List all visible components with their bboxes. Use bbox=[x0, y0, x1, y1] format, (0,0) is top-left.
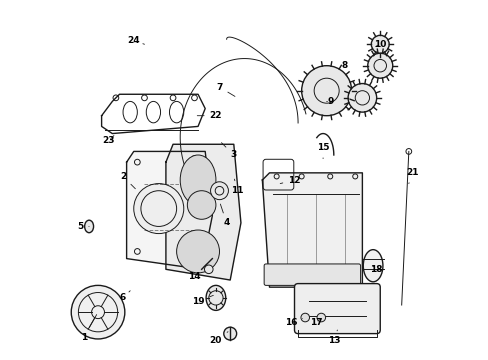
Text: 18: 18 bbox=[370, 265, 382, 274]
Text: 13: 13 bbox=[327, 330, 339, 345]
Circle shape bbox=[134, 184, 183, 234]
Circle shape bbox=[370, 35, 388, 53]
Polygon shape bbox=[262, 173, 362, 287]
Text: 23: 23 bbox=[102, 135, 115, 145]
Text: 20: 20 bbox=[209, 332, 227, 345]
Text: 15: 15 bbox=[316, 143, 328, 158]
Text: 16: 16 bbox=[284, 318, 302, 327]
Circle shape bbox=[210, 182, 228, 200]
Text: 10: 10 bbox=[373, 40, 386, 49]
FancyBboxPatch shape bbox=[294, 284, 380, 334]
Text: 1: 1 bbox=[81, 315, 97, 342]
Ellipse shape bbox=[84, 220, 93, 233]
Circle shape bbox=[301, 66, 351, 116]
Circle shape bbox=[176, 230, 219, 273]
Text: 12: 12 bbox=[280, 176, 300, 185]
Circle shape bbox=[316, 313, 325, 322]
Text: 5: 5 bbox=[77, 222, 89, 231]
Text: 19: 19 bbox=[191, 295, 213, 306]
Ellipse shape bbox=[180, 155, 216, 205]
Text: 9: 9 bbox=[326, 97, 333, 106]
Text: 4: 4 bbox=[220, 204, 229, 228]
Text: 7: 7 bbox=[216, 83, 235, 96]
Ellipse shape bbox=[363, 249, 382, 282]
Text: 3: 3 bbox=[221, 143, 236, 159]
Text: 8: 8 bbox=[341, 61, 347, 77]
Circle shape bbox=[367, 53, 392, 78]
Circle shape bbox=[300, 313, 309, 322]
Text: 2: 2 bbox=[120, 172, 135, 189]
Text: 11: 11 bbox=[231, 179, 243, 195]
FancyBboxPatch shape bbox=[264, 264, 360, 285]
Text: 6: 6 bbox=[120, 291, 130, 302]
Text: 24: 24 bbox=[127, 36, 144, 45]
Text: 22: 22 bbox=[197, 111, 222, 120]
Circle shape bbox=[224, 327, 236, 340]
Circle shape bbox=[347, 84, 376, 112]
Polygon shape bbox=[126, 152, 212, 269]
Ellipse shape bbox=[205, 285, 225, 310]
Circle shape bbox=[71, 285, 124, 339]
Text: 14: 14 bbox=[188, 264, 206, 281]
Circle shape bbox=[187, 191, 216, 219]
Polygon shape bbox=[165, 144, 241, 280]
Text: 17: 17 bbox=[309, 318, 322, 327]
Circle shape bbox=[204, 265, 213, 274]
Text: 21: 21 bbox=[406, 168, 418, 184]
